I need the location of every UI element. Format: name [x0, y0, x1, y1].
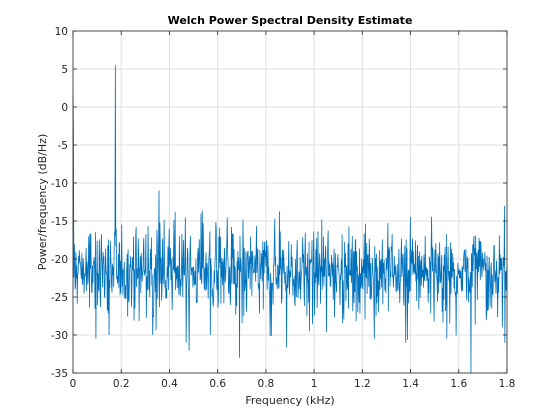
y-axis-label: Power/frequency (dB/Hz) — [36, 134, 49, 271]
y-tick-label: 0 — [61, 102, 68, 114]
plot-area — [72, 65, 508, 374]
x-tick-label: 1.8 — [499, 378, 516, 390]
y-tick-label: 10 — [55, 26, 68, 38]
y-axis-ticks: 10 5 0 -5 -10 -15 -20 -25 -30 -35 — [51, 26, 507, 380]
x-tick-label: 0.2 — [113, 378, 130, 390]
x-tick-label: 1.6 — [450, 378, 467, 390]
x-tick-label: 1.4 — [402, 378, 419, 390]
chart-title: Welch Power Spectral Density Estimate — [168, 14, 413, 27]
x-tick-label: 0 — [70, 378, 77, 390]
x-tick-label: 1 — [311, 378, 318, 390]
y-tick-label: -25 — [51, 292, 68, 304]
x-axis-ticks: 0 0.2 0.4 0.6 0.8 1 1.2 1.4 1.6 1.8 — [70, 31, 516, 390]
y-tick-label: -15 — [51, 216, 68, 228]
psd-series-line — [72, 65, 508, 374]
x-tick-label: 1.2 — [354, 378, 371, 390]
y-tick-label: -35 — [51, 368, 68, 380]
axes-box — [72, 30, 508, 374]
x-tick-label: 0.6 — [209, 378, 226, 390]
y-tick-label: -30 — [51, 330, 68, 342]
grid — [72, 30, 508, 374]
x-axis-label: Frequency (kHz) — [245, 394, 334, 407]
y-tick-label: 5 — [61, 64, 68, 76]
y-tick-label: -5 — [58, 140, 68, 152]
x-tick-label: 0.8 — [258, 378, 275, 390]
x-tick-label: 0.4 — [161, 378, 178, 390]
axes — [72, 30, 508, 374]
y-tick-label: -10 — [51, 178, 68, 190]
y-tick-label: -20 — [51, 254, 68, 266]
